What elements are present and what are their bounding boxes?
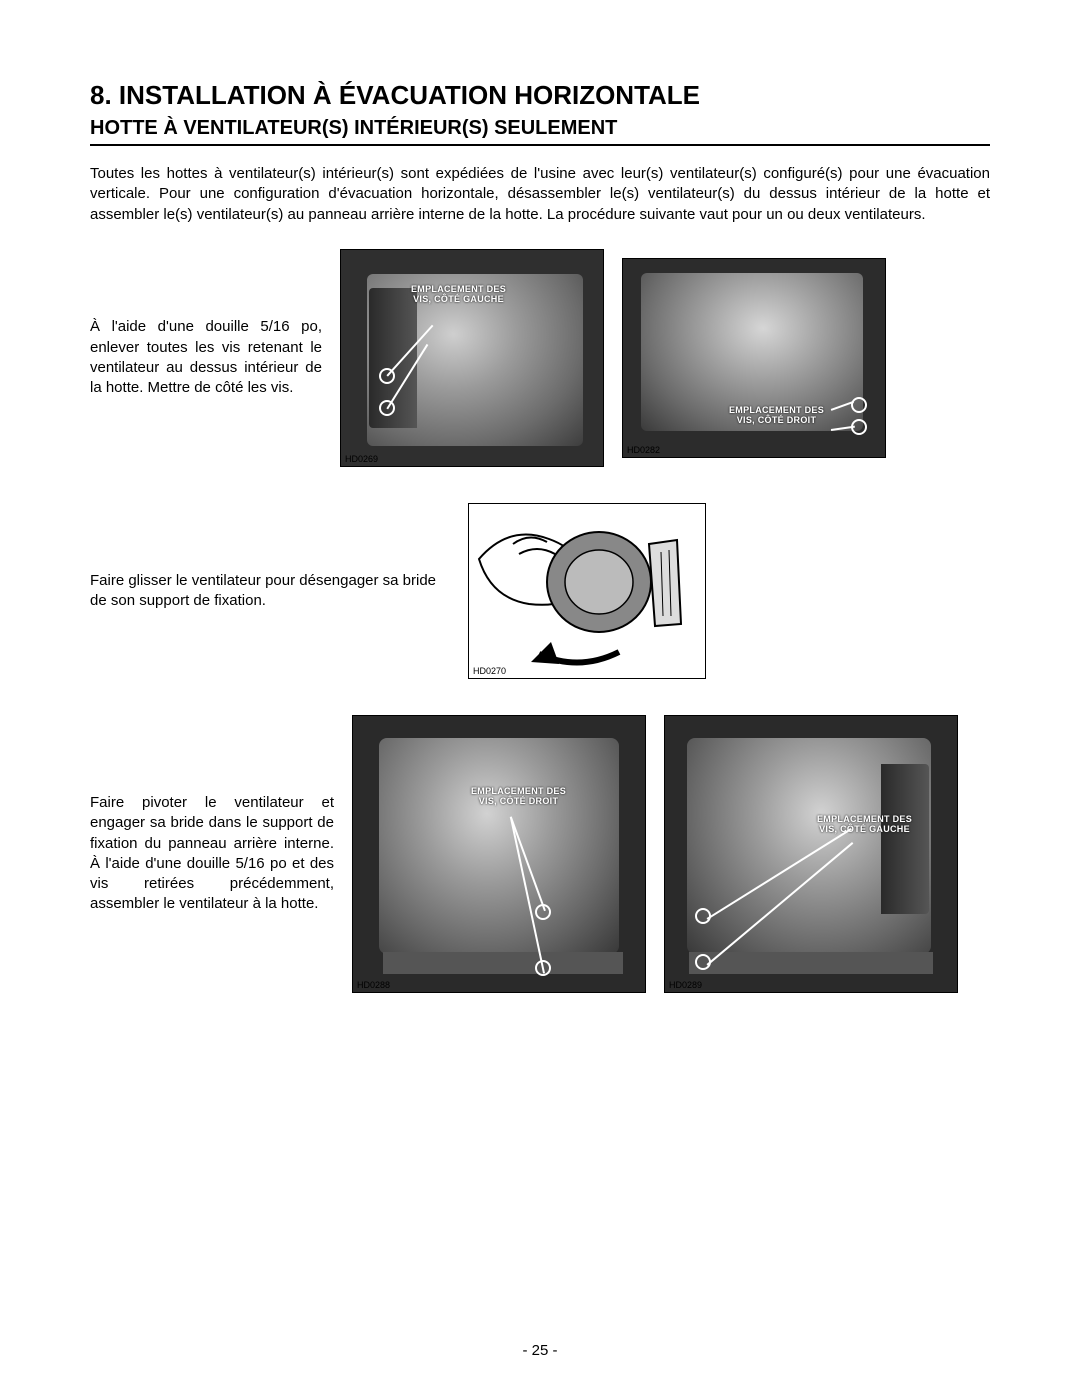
callout-circle-icon xyxy=(535,960,551,976)
section-number: 8. xyxy=(90,80,112,110)
section-title-text: INSTALLATION À ÉVACUATION HORIZONTALE xyxy=(119,80,700,110)
label-line1: EMPLACEMENT DES xyxy=(817,814,912,824)
figure-label: EMPLACEMENT DES VIS, CÔTÉ GAUCHE xyxy=(411,284,506,305)
base-plate xyxy=(689,952,933,974)
callout-circle-icon xyxy=(535,904,551,920)
step-3: Faire pivoter le ventilateur et engager … xyxy=(90,715,990,993)
figure-code: HD0282 xyxy=(627,445,660,455)
figure-label: EMPLACEMENT DES VIS, CÔTÉ DROIT xyxy=(729,405,824,426)
blower-inlet xyxy=(881,764,929,914)
step-2: Faire glisser le ventilateur pour déseng… xyxy=(90,503,990,679)
figure-label: EMPLACEMENT DES VIS, CÔTÉ GAUCHE xyxy=(817,814,912,835)
callout-circle-icon xyxy=(379,400,395,416)
label-line2: VIS, CÔTÉ GAUCHE xyxy=(413,294,504,304)
figure-code: HD0289 xyxy=(669,980,702,990)
callout-circle-icon xyxy=(851,397,867,413)
step-1-figure-left: EMPLACEMENT DES VIS, CÔTÉ GAUCHE HD0269 xyxy=(340,249,604,467)
label-line2: VIS, CÔTÉ GAUCHE xyxy=(819,824,910,834)
page-number: - 25 - xyxy=(0,1342,1080,1359)
step-3-figure-left: EMPLACEMENT DES VIS, CÔTÉ DROIT HD0288 xyxy=(352,715,646,993)
section-title: 8. INSTALLATION À ÉVACUATION HORIZONTALE xyxy=(90,80,990,111)
label-line1: EMPLACEMENT DES xyxy=(411,284,506,294)
manual-page: 8. INSTALLATION À ÉVACUATION HORIZONTALE… xyxy=(0,0,1080,1397)
figure-code: HD0269 xyxy=(345,454,378,464)
step-2-text: Faire glisser le ventilateur pour déseng… xyxy=(90,571,450,612)
label-line2: VIS, CÔTÉ DROIT xyxy=(479,796,559,806)
figure-code: HD0270 xyxy=(473,666,506,676)
label-line1: EMPLACEMENT DES xyxy=(471,786,566,796)
step-2-figure: HD0270 xyxy=(468,503,706,679)
callout-circle-icon xyxy=(851,419,867,435)
step-1-figure-right: EMPLACEMENT DES VIS, CÔTÉ DROIT HD0282 xyxy=(622,258,886,458)
figure-label: EMPLACEMENT DES VIS, CÔTÉ DROIT xyxy=(471,786,566,807)
label-line1: EMPLACEMENT DES xyxy=(729,405,824,415)
callout-circle-icon xyxy=(695,954,711,970)
step-3-figure-right: EMPLACEMENT DES VIS, CÔTÉ GAUCHE HD0289 xyxy=(664,715,958,993)
step-1-text: À l'aide d'une douille 5/16 po, enlever … xyxy=(90,317,322,398)
label-line2: VIS, CÔTÉ DROIT xyxy=(737,415,817,425)
callout-circle-icon xyxy=(695,908,711,924)
base-plate xyxy=(383,952,623,974)
slide-blower-illustration xyxy=(469,504,707,680)
step-1: À l'aide d'une douille 5/16 po, enlever … xyxy=(90,249,990,467)
step-3-text: Faire pivoter le ventilateur et engager … xyxy=(90,793,334,915)
callout-circle-icon xyxy=(379,368,395,384)
blower-shape xyxy=(379,738,619,954)
figure-code: HD0288 xyxy=(357,980,390,990)
intro-paragraph: Toutes les hottes à ventilateur(s) intér… xyxy=(90,164,990,225)
section-subtitle: HOTTE À VENTILATEUR(S) INTÉRIEUR(S) SEUL… xyxy=(90,117,990,146)
